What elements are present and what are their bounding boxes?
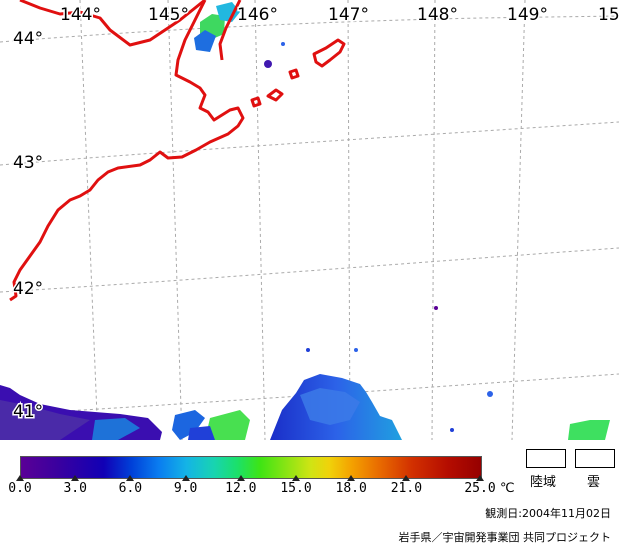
unit-label: ℃: [500, 481, 515, 496]
sst-speck-1: [264, 60, 272, 68]
sst-patch-east-green: [568, 420, 610, 440]
lat-label-43: 43°: [13, 153, 43, 173]
colorbar-tick-mark: [236, 475, 245, 481]
colorbar-tick-label: 6.0: [118, 481, 143, 496]
sst-speck-6: [487, 391, 493, 397]
sst-patch-main-center: [300, 388, 360, 425]
cloud-label: 雲: [587, 475, 601, 490]
cloud-swatch: [575, 449, 615, 468]
colorbar-tick-label: 0.0: [8, 481, 32, 496]
latitude-line-42: [0, 247, 619, 293]
longitude-line-145: [167, 0, 183, 440]
colorbar-tick-mark: [347, 475, 356, 481]
sst-patch-center-south: [172, 410, 205, 440]
observation-date: 観測日:2004年11月02日: [485, 507, 611, 520]
lon-label-148: 148°: [417, 5, 458, 25]
sst-patches: [0, 2, 610, 440]
credit-text: 岩手県／宇宙開発事業団 共同プロジェクト: [398, 531, 612, 544]
longitude-line-144: [79, 0, 99, 440]
longitude-line-149: [511, 0, 526, 440]
colorbar-tick-mark: [292, 475, 300, 481]
lon-label-145: 145°: [148, 5, 189, 25]
sst-speck-3: [434, 306, 438, 310]
colorbar-tick-label: 15.0: [280, 481, 312, 496]
coastline-island-shikotan: [312, 38, 346, 68]
coastline-island-small-1: [266, 88, 284, 102]
sst-patch-southwest-edge: [0, 400, 90, 440]
colorbar-tick-label: 18.0: [335, 481, 367, 496]
colorbar-tick-mark: [181, 475, 190, 481]
sst-speck-2: [281, 42, 285, 46]
land-label: 陸域: [530, 475, 557, 490]
latitude-line-43: [0, 121, 619, 166]
latitude-line-44: [0, 15, 619, 43]
lat-label-44: 44°: [13, 29, 43, 49]
lon-label-149: 149°: [507, 5, 548, 25]
sst-speck-7: [450, 428, 454, 432]
temperature-colorbar: [20, 456, 482, 479]
colorbar-tick-label: 9.0: [173, 481, 198, 496]
sst-patch-north-cyan: [216, 2, 240, 22]
colorbar-tick-mark: [71, 475, 80, 481]
coastline-hokkaido-north: [19, 0, 206, 47]
colorbar-tick-mark: [402, 475, 411, 481]
sst-patch-southwest-teal: [92, 418, 140, 440]
colorbar-tick-label: 25.0: [464, 481, 496, 496]
coastline-hokkaido-east: [9, 0, 245, 302]
colorbar-tick-label: 3.0: [63, 481, 87, 496]
sst-patch-north-blue: [194, 30, 216, 52]
lon-label-144: 144°: [60, 5, 101, 25]
lon-label-147: 147°: [328, 5, 369, 25]
coastline: [9, 0, 346, 302]
map-svg: 144° 145° 146° 147° 148° 149° 15 44° 43°…: [0, 0, 619, 440]
sst-speck-5: [354, 348, 358, 352]
longitude-line-148: [431, 0, 436, 440]
lat-label-42: 42°: [13, 279, 43, 299]
longitude-line-146: [254, 0, 266, 440]
colorbar-tick-mark: [126, 475, 135, 481]
sst-speck-4: [306, 348, 310, 352]
sst-patch-center-green: [205, 410, 250, 440]
colorbar-tick-mark: [16, 475, 24, 481]
coastline-island-small-3: [288, 68, 300, 80]
colorbar-tick-label: 21.0: [390, 481, 423, 496]
land-swatch: [526, 449, 566, 468]
sea-temperature-map: 144° 145° 146° 147° 148° 149° 15 44° 43°…: [0, 0, 619, 440]
lon-label-150: 15: [598, 5, 619, 25]
colorbar-tick-label: 12.0: [225, 481, 257, 496]
colorbar-tick-mark: [476, 475, 484, 481]
coastline-island-small-2: [250, 96, 262, 108]
graticule: [0, 0, 619, 440]
coastline-peninsula: [218, 0, 242, 61]
legend-panel: 0.0 3.0 6.0 9.0 12.0 15.0 18.0 21.0 25.0 ℃ 陸域 雲 …: [0, 440, 619, 546]
lon-label-146: 146°: [237, 5, 278, 25]
lat-label-41: 41°: [13, 402, 43, 422]
longitude-line-147: [347, 0, 351, 440]
sst-patch-center-blue: [188, 426, 215, 440]
